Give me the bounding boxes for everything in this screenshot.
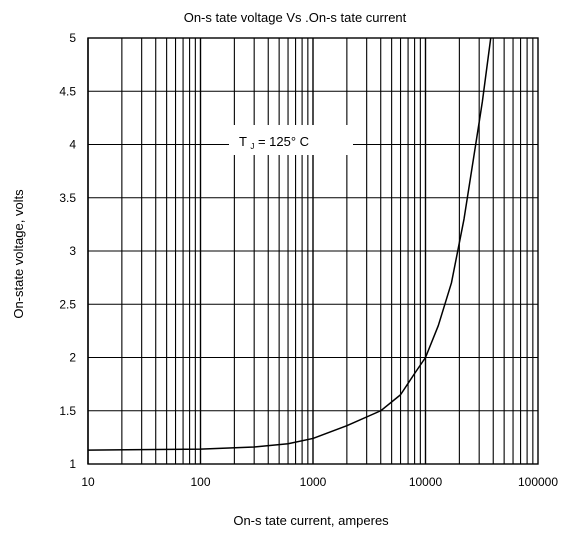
- x-tick-label: 1000: [300, 475, 327, 489]
- y-tick-label: 2.5: [59, 297, 76, 311]
- annotation-subscript: J: [250, 142, 254, 151]
- x-tick-label: 100: [190, 475, 210, 489]
- y-tick-label: 4: [69, 138, 76, 152]
- y-tick-label: 1: [69, 457, 76, 471]
- y-tick-label: 1.5: [59, 404, 76, 418]
- x-axis-title: On-s tate current, amperes: [233, 513, 389, 528]
- x-tick-label: 10000: [409, 475, 443, 489]
- series-line: [87, 37, 492, 451]
- y-tick-label: 5: [69, 31, 76, 45]
- y-axis-title: On-state voltage, volts: [11, 189, 26, 319]
- y-tick-label: 2: [69, 351, 76, 365]
- tick-labels: 10 100 1000 10000 100000 1 1.5 2 2.5 3 3.5 4 4.5 5: [59, 31, 558, 489]
- annotation-group: T J = 125° C: [229, 125, 353, 155]
- annotation-label: T J = 125° C: [239, 134, 309, 152]
- grid: [87, 37, 538, 465]
- y-tick-label: 4.5: [59, 84, 76, 98]
- chart-title: On-s tate voltage Vs .On-s tate current: [184, 10, 407, 25]
- y-tick-label: 3: [69, 244, 76, 258]
- annotation-symbol: T: [239, 134, 247, 149]
- annotation-background: [229, 125, 353, 155]
- y-tick-label: 3.5: [59, 191, 76, 205]
- x-tick-label: 10: [81, 475, 95, 489]
- series-layer: [87, 37, 492, 451]
- plot-frame: [87, 37, 539, 465]
- annotation-value: = 125° C: [258, 134, 309, 149]
- x-tick-label: 100000: [518, 475, 558, 489]
